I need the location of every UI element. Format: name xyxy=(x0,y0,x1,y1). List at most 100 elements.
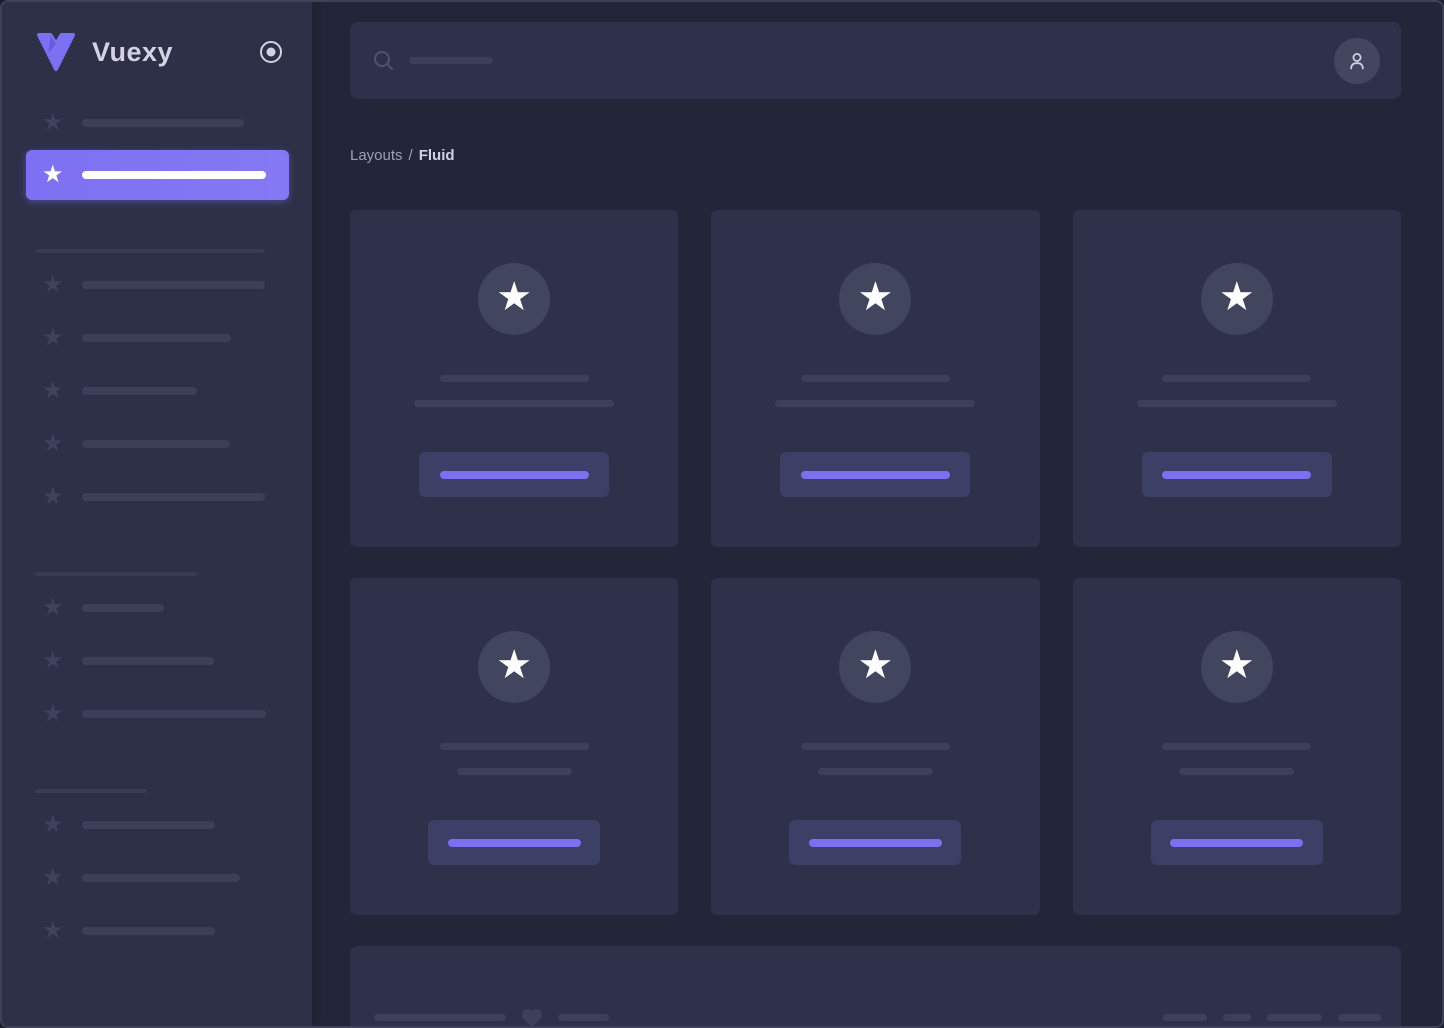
card-avatar-circle: ★ xyxy=(478,631,551,703)
menu-label-placeholder xyxy=(82,709,266,718)
menu-label-placeholder xyxy=(82,118,244,127)
menu-label-placeholder xyxy=(82,873,240,882)
card-action-button[interactable] xyxy=(1150,820,1323,865)
star-icon: ★ xyxy=(42,376,64,404)
star-icon: ★ xyxy=(42,810,64,838)
breadcrumb-separator: / xyxy=(408,147,413,164)
star-icon: ★ xyxy=(42,108,64,136)
sidebar: Vuexy ★ ★ xyxy=(2,2,312,1026)
sidebar-menu-item[interactable]: ★ xyxy=(2,581,312,634)
sidebar-menu-item[interactable]: ★ xyxy=(2,904,312,957)
star-icon: ★ xyxy=(42,270,64,298)
sidebar-menu-item[interactable]: ★ xyxy=(2,851,312,904)
sidebar-menu-item[interactable]: ★ xyxy=(2,96,312,149)
star-icon: ★ xyxy=(857,275,894,319)
card-subtitle-placeholder xyxy=(1136,400,1337,407)
star-icon: ★ xyxy=(42,593,64,621)
menu-label-placeholder xyxy=(82,820,215,829)
card-title-placeholder xyxy=(800,375,950,382)
card-avatar-circle: ★ xyxy=(839,263,912,335)
breadcrumb: Layouts / Fluid xyxy=(350,147,1401,164)
button-label-placeholder xyxy=(447,838,581,847)
top-navbar xyxy=(350,22,1401,99)
sidebar-menu-item[interactable]: ★ xyxy=(26,150,289,200)
menu-section-b: ★ ★ ★ xyxy=(2,581,312,740)
page-footer xyxy=(350,946,1401,1026)
skeleton-card: ★ xyxy=(350,210,679,547)
menu-section-divider xyxy=(35,789,147,793)
user-avatar-button[interactable] xyxy=(1334,37,1380,84)
skeleton-card: ★ xyxy=(1072,210,1401,547)
menu-label-placeholder xyxy=(82,171,266,179)
card-action-button[interactable] xyxy=(419,452,610,497)
search-placeholder xyxy=(409,57,493,64)
footer-text-placeholder xyxy=(558,1014,609,1021)
menu-label-placeholder xyxy=(82,926,215,935)
vuexy-logo-icon xyxy=(37,33,75,71)
card-action-button[interactable] xyxy=(1141,452,1332,497)
card-title-placeholder xyxy=(1162,375,1312,382)
skeleton-card: ★ xyxy=(711,210,1040,547)
search-field[interactable] xyxy=(372,49,1334,72)
footer-row xyxy=(374,1008,1381,1026)
star-icon: ★ xyxy=(496,643,533,687)
menu-section-divider xyxy=(35,249,265,253)
card-subtitle-placeholder xyxy=(775,400,976,407)
card-subtitle-placeholder xyxy=(817,768,933,775)
breadcrumb-current-page: Fluid xyxy=(418,147,455,164)
button-label-placeholder xyxy=(1170,838,1304,847)
sidebar-header: Vuexy xyxy=(2,2,312,72)
breadcrumb-parent-link[interactable]: Layouts xyxy=(350,147,403,164)
skeleton-card: ★ xyxy=(350,578,679,915)
star-icon: ★ xyxy=(42,161,64,188)
card-title-placeholder xyxy=(439,743,589,750)
card-avatar-circle: ★ xyxy=(478,263,551,335)
sidebar-menu-item[interactable]: ★ xyxy=(2,311,312,364)
card-avatar-circle: ★ xyxy=(1200,263,1273,335)
menu-label-placeholder xyxy=(82,280,265,289)
card-subtitle-placeholder xyxy=(456,768,572,775)
star-icon: ★ xyxy=(42,916,64,944)
skeleton-card: ★ xyxy=(1072,578,1401,915)
sidebar-menu-item[interactable]: ★ xyxy=(2,634,312,687)
button-label-placeholder xyxy=(1162,470,1312,479)
star-icon: ★ xyxy=(42,699,64,727)
menu-top-group: ★ ★ xyxy=(2,96,312,200)
button-label-placeholder xyxy=(800,470,950,479)
star-icon: ★ xyxy=(42,323,64,351)
person-icon xyxy=(1350,52,1364,69)
card-subtitle-placeholder xyxy=(1179,768,1295,775)
card-avatar-circle: ★ xyxy=(1200,631,1273,703)
skeleton-card: ★ xyxy=(711,578,1040,915)
footer-link-placeholder[interactable] xyxy=(1267,1014,1322,1021)
card-subtitle-placeholder xyxy=(414,400,615,407)
sidebar-menu-item[interactable]: ★ xyxy=(2,687,312,740)
footer-link-placeholder[interactable] xyxy=(1223,1014,1251,1021)
sidebar-menu-item[interactable]: ★ xyxy=(2,417,312,470)
menu-section-a: ★ ★ ★ ★ xyxy=(2,258,312,523)
menu-label-placeholder xyxy=(82,603,164,612)
sidebar-menu: ★ ★ ★ xyxy=(2,96,312,957)
star-icon: ★ xyxy=(42,863,64,891)
sidebar-menu-item[interactable]: ★ xyxy=(2,258,312,311)
menu-pin-toggle-icon[interactable] xyxy=(259,40,283,64)
main-content: Layouts / Fluid ★ xyxy=(312,2,1442,1026)
search-icon[interactable] xyxy=(372,49,395,72)
menu-label-placeholder xyxy=(82,439,230,448)
card-action-button[interactable] xyxy=(780,452,971,497)
sidebar-menu-item[interactable]: ★ xyxy=(2,364,312,417)
footer-link-placeholder[interactable] xyxy=(1338,1014,1381,1021)
sidebar-menu-item[interactable]: ★ xyxy=(2,470,312,523)
card-action-button[interactable] xyxy=(428,820,601,865)
card-grid: ★ ★ xyxy=(350,210,1401,915)
menu-label-placeholder xyxy=(82,386,197,395)
sidebar-menu-item[interactable]: ★ xyxy=(2,798,312,851)
card-action-button[interactable] xyxy=(789,820,962,865)
star-icon: ★ xyxy=(42,429,64,457)
card-title-placeholder xyxy=(1162,743,1312,750)
menu-label-placeholder xyxy=(82,333,231,342)
app-title: Vuexy xyxy=(92,36,174,67)
menu-section-c: ★ ★ ★ xyxy=(2,798,312,957)
footer-link-placeholder[interactable] xyxy=(1163,1014,1207,1021)
